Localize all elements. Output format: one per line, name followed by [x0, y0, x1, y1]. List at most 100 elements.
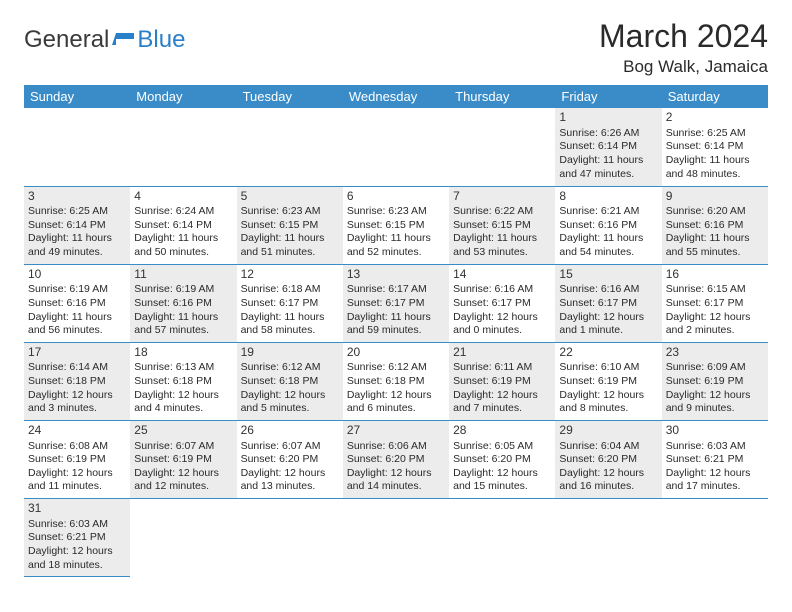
day-number: 11	[134, 267, 232, 283]
day-number: 10	[28, 267, 126, 283]
sunset: Sunset: 6:19 PM	[134, 453, 232, 467]
calendar-cell: 13Sunrise: 6:17 AMSunset: 6:17 PMDayligh…	[343, 264, 449, 342]
day-number: 8	[559, 189, 657, 205]
day-number: 5	[241, 189, 339, 205]
calendar-week: 24Sunrise: 6:08 AMSunset: 6:19 PMDayligh…	[24, 420, 768, 498]
sunset: Sunset: 6:19 PM	[28, 453, 126, 467]
sunset: Sunset: 6:20 PM	[559, 453, 657, 467]
day-number: 30	[666, 423, 764, 439]
page-header: GeneralBlue March 2024 Bog Walk, Jamaica	[24, 18, 768, 77]
day-number: 1	[559, 110, 657, 126]
sunrise: Sunrise: 6:08 AM	[28, 440, 126, 454]
sunset: Sunset: 6:15 PM	[347, 219, 445, 233]
day-number: 6	[347, 189, 445, 205]
sunset: Sunset: 6:19 PM	[666, 375, 764, 389]
day-header: Wednesday	[343, 85, 449, 108]
sunset: Sunset: 6:14 PM	[666, 140, 764, 154]
sunrise: Sunrise: 6:12 AM	[241, 361, 339, 375]
calendar-cell: 2Sunrise: 6:25 AMSunset: 6:14 PMDaylight…	[662, 108, 768, 186]
daylight: Daylight: 11 hours and 57 minutes.	[134, 311, 232, 338]
daylight: Daylight: 12 hours and 15 minutes.	[453, 467, 551, 494]
daylight: Daylight: 11 hours and 58 minutes.	[241, 311, 339, 338]
calendar-cell: 1Sunrise: 6:26 AMSunset: 6:14 PMDaylight…	[555, 108, 661, 186]
sunrise: Sunrise: 6:21 AM	[559, 205, 657, 219]
calendar-cell: 9Sunrise: 6:20 AMSunset: 6:16 PMDaylight…	[662, 186, 768, 264]
calendar-cell: 12Sunrise: 6:18 AMSunset: 6:17 PMDayligh…	[237, 264, 343, 342]
calendar-week: 17Sunrise: 6:14 AMSunset: 6:18 PMDayligh…	[24, 342, 768, 420]
calendar-cell: 5Sunrise: 6:23 AMSunset: 6:15 PMDaylight…	[237, 186, 343, 264]
calendar-cell: 18Sunrise: 6:13 AMSunset: 6:18 PMDayligh…	[130, 342, 236, 420]
sunrise: Sunrise: 6:04 AM	[559, 440, 657, 454]
sunset: Sunset: 6:15 PM	[453, 219, 551, 233]
sunset: Sunset: 6:14 PM	[28, 219, 126, 233]
calendar-cell	[130, 108, 236, 186]
day-number: 16	[666, 267, 764, 283]
day-header: Sunday	[24, 85, 130, 108]
daylight: Daylight: 12 hours and 17 minutes.	[666, 467, 764, 494]
sunset: Sunset: 6:20 PM	[241, 453, 339, 467]
sunset: Sunset: 6:21 PM	[666, 453, 764, 467]
calendar-cell	[555, 499, 661, 577]
day-number: 18	[134, 345, 232, 361]
calendar-week: 31Sunrise: 6:03 AMSunset: 6:21 PMDayligh…	[24, 499, 768, 577]
daylight: Daylight: 11 hours and 48 minutes.	[666, 154, 764, 181]
daylight: Daylight: 11 hours and 49 minutes.	[28, 232, 126, 259]
sunrise: Sunrise: 6:19 AM	[28, 283, 126, 297]
calendar-cell	[449, 108, 555, 186]
daylight: Daylight: 11 hours and 54 minutes.	[559, 232, 657, 259]
day-number: 29	[559, 423, 657, 439]
day-number: 24	[28, 423, 126, 439]
sunset: Sunset: 6:17 PM	[453, 297, 551, 311]
calendar-cell: 22Sunrise: 6:10 AMSunset: 6:19 PMDayligh…	[555, 342, 661, 420]
day-header: Monday	[130, 85, 236, 108]
sunrise: Sunrise: 6:11 AM	[453, 361, 551, 375]
calendar-cell	[237, 499, 343, 577]
month-title: March 2024	[599, 18, 768, 55]
daylight: Daylight: 12 hours and 1 minute.	[559, 311, 657, 338]
day-number: 22	[559, 345, 657, 361]
calendar-cell: 30Sunrise: 6:03 AMSunset: 6:21 PMDayligh…	[662, 420, 768, 498]
day-number: 27	[347, 423, 445, 439]
calendar-cell	[343, 108, 449, 186]
daylight: Daylight: 12 hours and 8 minutes.	[559, 389, 657, 416]
day-number: 31	[28, 501, 126, 517]
day-number: 28	[453, 423, 551, 439]
sunrise: Sunrise: 6:03 AM	[28, 518, 126, 532]
calendar-cell: 7Sunrise: 6:22 AMSunset: 6:15 PMDaylight…	[449, 186, 555, 264]
calendar-cell: 31Sunrise: 6:03 AMSunset: 6:21 PMDayligh…	[24, 499, 130, 577]
sunset: Sunset: 6:17 PM	[666, 297, 764, 311]
calendar-cell: 3Sunrise: 6:25 AMSunset: 6:14 PMDaylight…	[24, 186, 130, 264]
sunrise: Sunrise: 6:09 AM	[666, 361, 764, 375]
calendar-cell: 23Sunrise: 6:09 AMSunset: 6:19 PMDayligh…	[662, 342, 768, 420]
title-block: March 2024 Bog Walk, Jamaica	[599, 18, 768, 77]
sunrise: Sunrise: 6:25 AM	[666, 127, 764, 141]
sunrise: Sunrise: 6:07 AM	[241, 440, 339, 454]
calendar-cell: 29Sunrise: 6:04 AMSunset: 6:20 PMDayligh…	[555, 420, 661, 498]
sunrise: Sunrise: 6:13 AM	[134, 361, 232, 375]
daylight: Daylight: 12 hours and 11 minutes.	[28, 467, 126, 494]
daylight: Daylight: 12 hours and 7 minutes.	[453, 389, 551, 416]
sunset: Sunset: 6:14 PM	[559, 140, 657, 154]
day-number: 13	[347, 267, 445, 283]
calendar-cell	[237, 108, 343, 186]
day-number: 15	[559, 267, 657, 283]
calendar-cell: 20Sunrise: 6:12 AMSunset: 6:18 PMDayligh…	[343, 342, 449, 420]
sunrise: Sunrise: 6:19 AM	[134, 283, 232, 297]
calendar-table: SundayMondayTuesdayWednesdayThursdayFrid…	[24, 85, 768, 577]
sunrise: Sunrise: 6:03 AM	[666, 440, 764, 454]
sunrise: Sunrise: 6:12 AM	[347, 361, 445, 375]
sunrise: Sunrise: 6:26 AM	[559, 127, 657, 141]
daylight: Daylight: 11 hours and 56 minutes.	[28, 311, 126, 338]
sunset: Sunset: 6:16 PM	[666, 219, 764, 233]
sunrise: Sunrise: 6:23 AM	[347, 205, 445, 219]
calendar-cell: 27Sunrise: 6:06 AMSunset: 6:20 PMDayligh…	[343, 420, 449, 498]
sunset: Sunset: 6:18 PM	[134, 375, 232, 389]
sunset: Sunset: 6:16 PM	[28, 297, 126, 311]
calendar-cell	[449, 499, 555, 577]
calendar-cell: 17Sunrise: 6:14 AMSunset: 6:18 PMDayligh…	[24, 342, 130, 420]
logo-text-1: General	[24, 26, 109, 54]
sunrise: Sunrise: 6:06 AM	[347, 440, 445, 454]
sunset: Sunset: 6:16 PM	[134, 297, 232, 311]
calendar-cell: 26Sunrise: 6:07 AMSunset: 6:20 PMDayligh…	[237, 420, 343, 498]
calendar-cell	[662, 499, 768, 577]
